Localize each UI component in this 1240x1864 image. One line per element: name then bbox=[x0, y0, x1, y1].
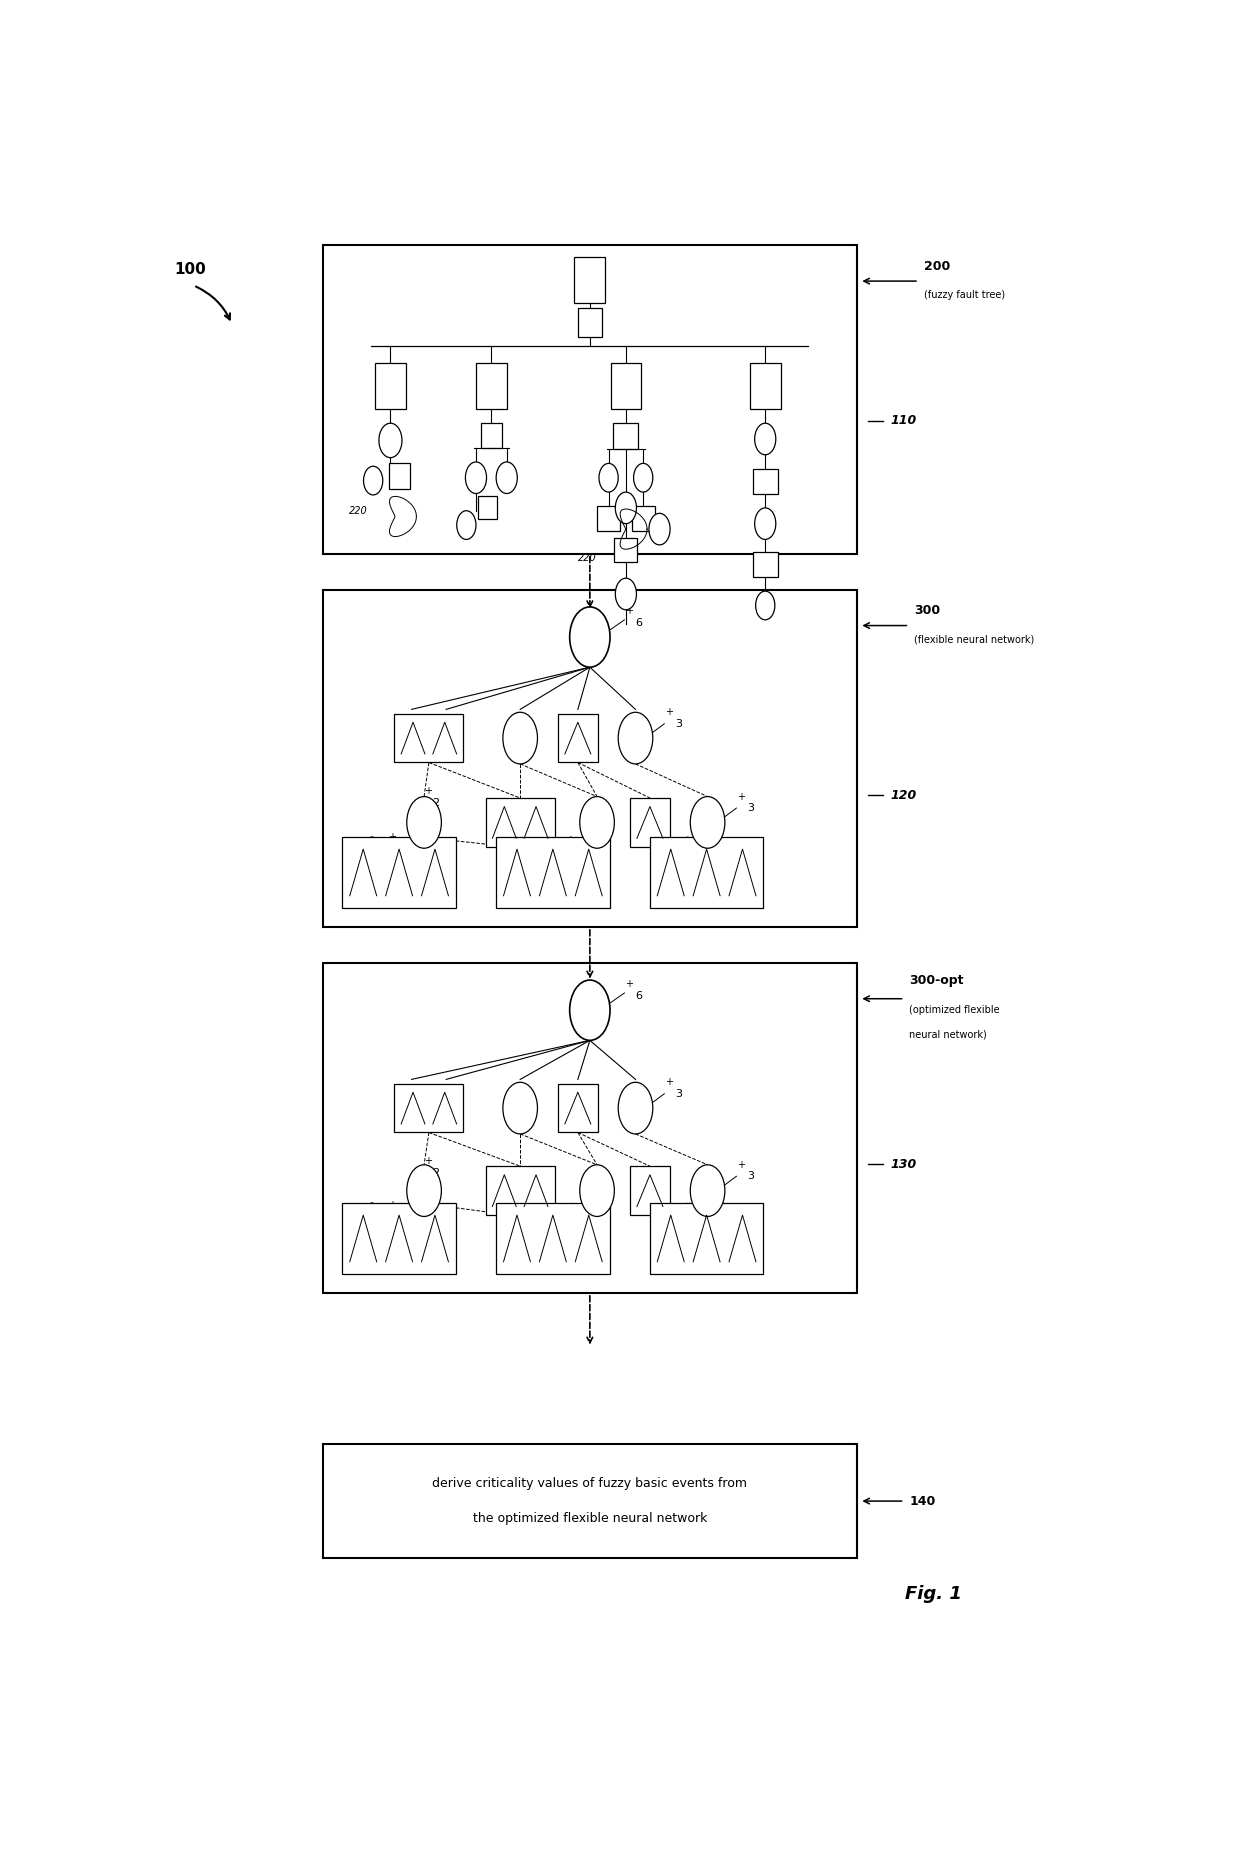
Bar bbox=[374, 363, 405, 408]
Circle shape bbox=[379, 423, 402, 459]
Circle shape bbox=[619, 712, 652, 764]
Circle shape bbox=[407, 796, 441, 848]
Bar bbox=[481, 423, 502, 447]
Text: 3: 3 bbox=[675, 1089, 682, 1098]
Text: +: + bbox=[625, 979, 634, 990]
Text: 3: 3 bbox=[675, 720, 682, 729]
Bar bbox=[753, 552, 777, 576]
Bar bbox=[650, 1202, 764, 1275]
Circle shape bbox=[407, 1165, 441, 1217]
Text: +: + bbox=[424, 787, 432, 796]
Circle shape bbox=[615, 578, 636, 610]
Text: neural network): neural network) bbox=[909, 1029, 987, 1040]
Bar bbox=[476, 363, 507, 408]
Text: +: + bbox=[388, 831, 396, 843]
Circle shape bbox=[599, 464, 619, 492]
Circle shape bbox=[691, 1165, 725, 1217]
Circle shape bbox=[363, 466, 383, 496]
Bar bbox=[630, 1167, 670, 1215]
Circle shape bbox=[456, 511, 476, 539]
Bar bbox=[650, 837, 764, 908]
Bar bbox=[388, 464, 409, 488]
Text: derive criticality values of fuzzy basic events from: derive criticality values of fuzzy basic… bbox=[433, 1478, 748, 1491]
Text: 130: 130 bbox=[890, 1158, 916, 1171]
Circle shape bbox=[580, 796, 614, 848]
Bar bbox=[496, 837, 610, 908]
Circle shape bbox=[503, 712, 537, 764]
Text: +: + bbox=[666, 1077, 673, 1087]
Bar bbox=[486, 798, 554, 846]
Text: +: + bbox=[388, 1200, 396, 1210]
Text: 3: 3 bbox=[746, 803, 754, 813]
Text: 120: 120 bbox=[890, 788, 916, 802]
Text: (fuzzy fault tree): (fuzzy fault tree) bbox=[924, 291, 1004, 300]
Bar bbox=[324, 246, 857, 554]
Circle shape bbox=[615, 492, 636, 524]
Text: 3: 3 bbox=[396, 843, 402, 854]
Circle shape bbox=[496, 462, 517, 494]
Text: 110: 110 bbox=[890, 414, 916, 427]
Text: 6: 6 bbox=[635, 617, 642, 628]
Bar bbox=[342, 837, 456, 908]
Bar bbox=[614, 539, 637, 563]
Bar bbox=[753, 470, 777, 494]
Text: 2: 2 bbox=[523, 1251, 531, 1260]
Bar bbox=[574, 257, 605, 302]
Text: 300: 300 bbox=[914, 604, 940, 617]
Text: 2: 2 bbox=[432, 1167, 439, 1178]
Text: +: + bbox=[738, 1159, 745, 1171]
Bar bbox=[610, 363, 641, 408]
Bar bbox=[486, 1167, 554, 1215]
Text: 220: 220 bbox=[578, 554, 596, 563]
Text: 2: 2 bbox=[523, 882, 531, 891]
Text: +: + bbox=[516, 1238, 523, 1249]
Bar bbox=[596, 507, 620, 531]
Text: (flexible neural network): (flexible neural network) bbox=[914, 636, 1034, 645]
Circle shape bbox=[569, 980, 610, 1040]
Text: +: + bbox=[424, 1156, 432, 1167]
Bar bbox=[324, 1443, 857, 1558]
Text: +: + bbox=[516, 870, 523, 880]
Circle shape bbox=[580, 1165, 614, 1217]
Circle shape bbox=[465, 462, 486, 494]
Text: 140: 140 bbox=[909, 1495, 936, 1508]
Text: 3: 3 bbox=[396, 1212, 402, 1221]
Bar bbox=[558, 1083, 598, 1133]
Text: (optimized flexible: (optimized flexible bbox=[909, 1005, 999, 1016]
Text: Fig. 1: Fig. 1 bbox=[905, 1586, 961, 1603]
Text: 2: 2 bbox=[432, 798, 439, 807]
Bar bbox=[558, 714, 598, 762]
Bar bbox=[631, 507, 655, 531]
Text: +: + bbox=[666, 706, 673, 718]
Circle shape bbox=[755, 507, 776, 539]
Bar bbox=[496, 1202, 610, 1275]
Bar bbox=[614, 423, 639, 449]
Bar bbox=[477, 496, 497, 520]
Text: 3: 3 bbox=[746, 1171, 754, 1182]
Bar bbox=[394, 1083, 464, 1133]
Text: 220: 220 bbox=[350, 505, 368, 516]
Text: 100: 100 bbox=[174, 263, 206, 278]
Bar bbox=[394, 714, 464, 762]
Text: +: + bbox=[625, 606, 634, 617]
Circle shape bbox=[755, 591, 775, 621]
Circle shape bbox=[649, 513, 670, 544]
Text: +: + bbox=[738, 792, 745, 802]
Bar bbox=[750, 363, 781, 408]
Bar bbox=[578, 308, 601, 337]
Text: 300-opt: 300-opt bbox=[909, 975, 963, 988]
Bar bbox=[342, 1202, 456, 1275]
Bar bbox=[324, 964, 857, 1294]
Circle shape bbox=[691, 796, 725, 848]
Circle shape bbox=[634, 464, 652, 492]
Circle shape bbox=[503, 1083, 537, 1133]
Bar bbox=[630, 798, 670, 846]
Text: 6: 6 bbox=[635, 992, 642, 1001]
Circle shape bbox=[755, 423, 776, 455]
Circle shape bbox=[569, 608, 610, 667]
Text: 200: 200 bbox=[924, 259, 950, 272]
Circle shape bbox=[619, 1083, 652, 1133]
Bar bbox=[324, 589, 857, 926]
Text: the optimized flexible neural network: the optimized flexible neural network bbox=[472, 1512, 707, 1525]
